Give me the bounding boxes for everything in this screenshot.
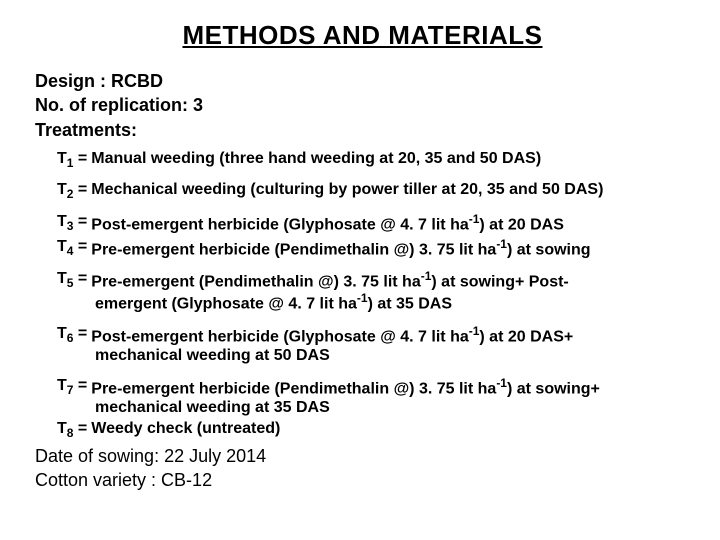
treatment-t3: T3 = Post-emergent herbicide (Glyphosate… <box>57 211 690 236</box>
treatment-t8: T8 = Weedy check (untreated) <box>57 418 690 441</box>
t7-label: T7 = <box>57 375 91 400</box>
t2-text: Mechanical weeding (culturing by power t… <box>91 179 603 202</box>
treatment-t4: T4 = Pre-emergent herbicide (Pendimethal… <box>57 236 690 261</box>
t6-continuation: mechanical weeding at 50 DAS <box>57 345 690 367</box>
t6-label: T6 = <box>57 323 91 348</box>
t3-label: T3 = <box>57 211 91 236</box>
replication-line: No. of replication: 3 <box>35 93 690 117</box>
t4-label: T4 = <box>57 236 91 261</box>
treatments-list: T1 = Manual weeding (three hand weeding … <box>57 148 690 442</box>
t4-text: Pre-emergent herbicide (Pendimethalin @)… <box>91 236 590 261</box>
t3-text: Post-emergent herbicide (Glyphosate @ 4.… <box>91 211 564 236</box>
t8-text: Weedy check (untreated) <box>91 418 280 441</box>
cotton-variety: Cotton variety : CB-12 <box>35 468 690 492</box>
t7-continuation: mechanical weeding at 35 DAS <box>57 397 690 419</box>
slide-content: METHODS AND MATERIALS Design : RCBD No. … <box>0 0 720 512</box>
t5-continuation: emergent (Glyphosate @ 4. 7 lit ha-1) at… <box>57 290 690 315</box>
treatments-label: Treatments: <box>35 118 690 142</box>
t8-label: T8 = <box>57 418 91 441</box>
sowing-date: Date of sowing: 22 July 2014 <box>35 444 690 468</box>
treatment-t1: T1 = Manual weeding (three hand weeding … <box>57 148 690 171</box>
t5-label: T5 = <box>57 268 91 293</box>
design-line: Design : RCBD <box>35 69 690 93</box>
footer-block: Date of sowing: 22 July 2014 Cotton vari… <box>35 444 690 493</box>
t2-label: T2 = <box>57 179 91 202</box>
design-block: Design : RCBD No. of replication: 3 Trea… <box>35 69 690 142</box>
treatment-t2: T2 = Mechanical weeding (culturing by po… <box>57 179 690 202</box>
t1-text: Manual weeding (three hand weeding at 20… <box>91 148 541 171</box>
t1-label: T1 = <box>57 148 91 171</box>
slide-title: METHODS AND MATERIALS <box>35 20 690 51</box>
